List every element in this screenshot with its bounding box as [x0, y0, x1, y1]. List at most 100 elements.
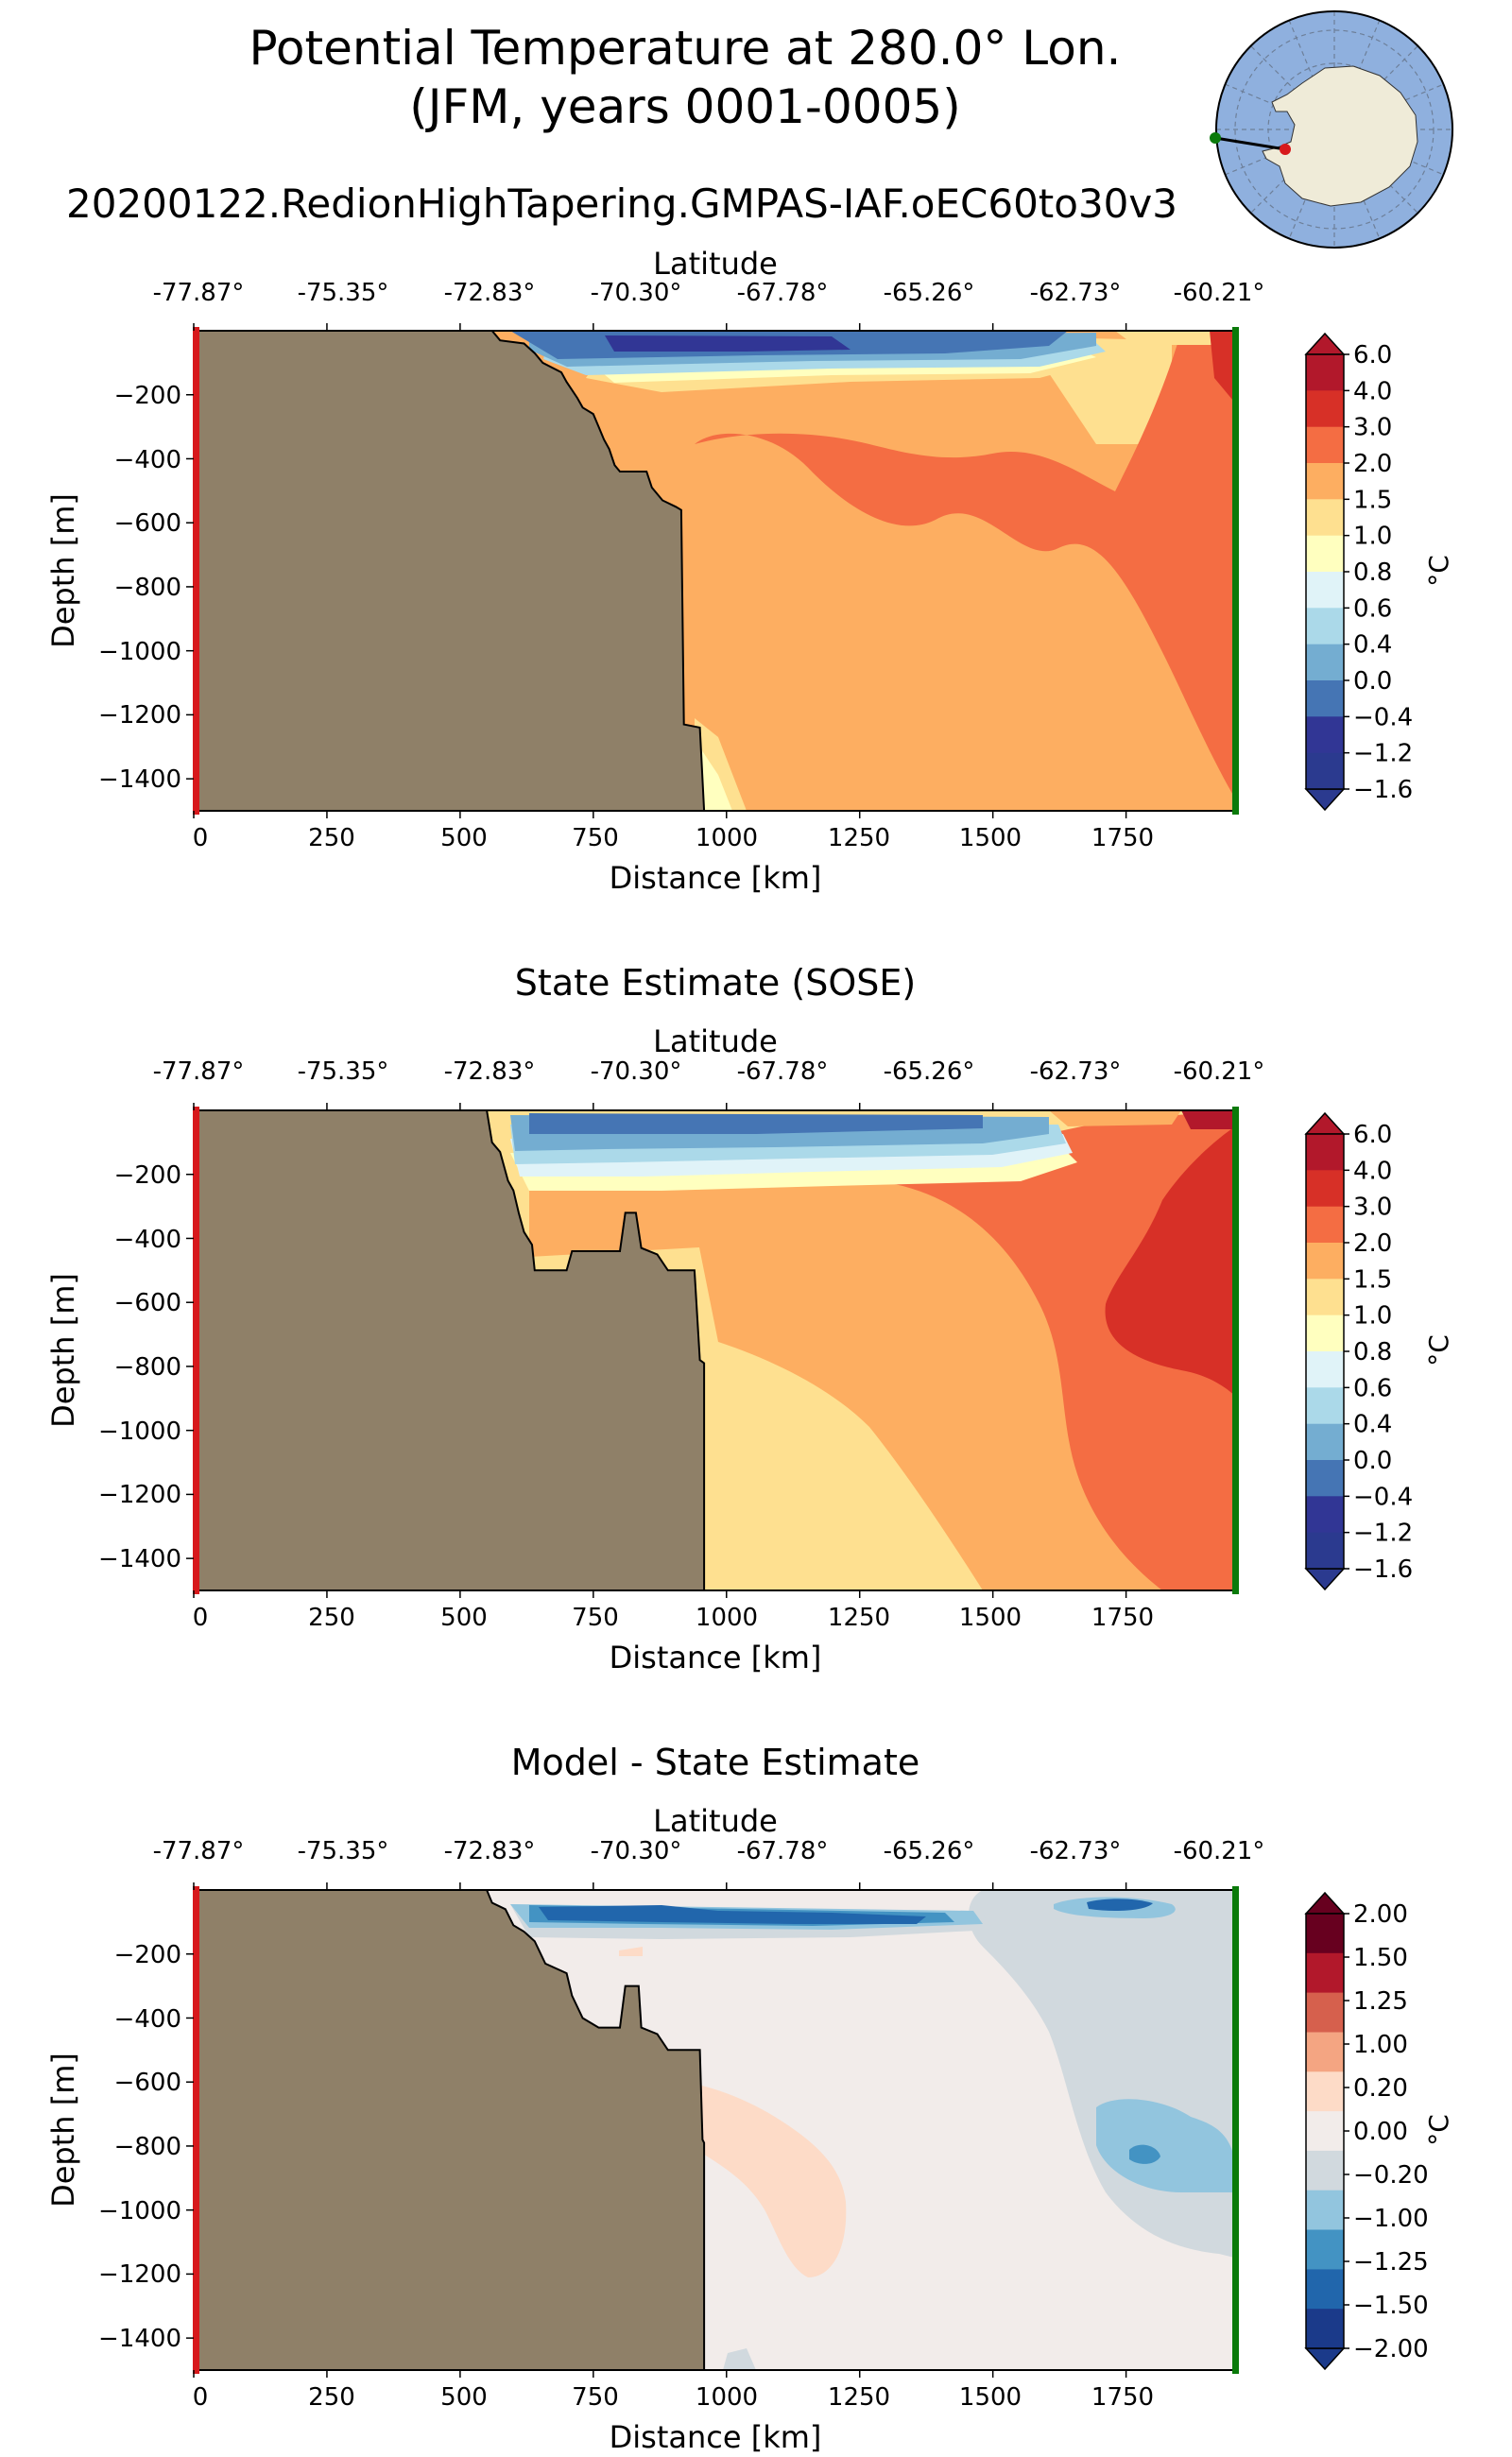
colorbar-swatch — [1306, 2150, 1344, 2191]
x-tick: 1750 — [1091, 2383, 1154, 2412]
lat-tick: -67.78° — [737, 1057, 829, 1086]
colorbar-swatch — [1306, 716, 1344, 754]
y-tick: −1400 — [98, 765, 181, 794]
y-tick: −1000 — [98, 2197, 181, 2225]
y-tick: −800 — [114, 2133, 181, 2161]
colorbar-extend-max — [1304, 332, 1346, 355]
panel-title: Model - State Estimate — [511, 1742, 919, 1783]
land-mask — [193, 1109, 706, 1591]
colorbar-label: °C — [1423, 1334, 1454, 1366]
x-tick: 1500 — [959, 1604, 1022, 1632]
axis-tick-marks — [186, 1103, 1127, 1598]
colorbar-swatch — [1306, 2229, 1344, 2270]
axis-tick-marks — [186, 1882, 1127, 2378]
figure-title: Potential Temperature at 280.0° Lon. — [249, 21, 1122, 76]
lat-tick: -60.21° — [1174, 1057, 1265, 1086]
x-tick: 250 — [308, 2383, 355, 2412]
y-tick: −1000 — [98, 1418, 181, 1446]
colorbar-tick-label: −1.50 — [1353, 2292, 1429, 2320]
lat-tick: -67.78° — [737, 1837, 829, 1865]
y-tick: −1000 — [98, 638, 181, 666]
x-tick: 500 — [440, 824, 488, 852]
colorbar-swatch — [1306, 1243, 1344, 1280]
y-tick: −1400 — [98, 1545, 181, 1573]
lat-tick: -72.83° — [444, 279, 536, 307]
y-tick: −400 — [114, 446, 181, 474]
colorbar-swatch — [1306, 2269, 1344, 2310]
section-start-marker — [193, 1107, 199, 1594]
lat-tick: -65.26° — [884, 1057, 975, 1086]
colorbar-swatch — [1306, 1170, 1344, 1208]
section-end-marker — [1232, 1107, 1239, 1594]
colorbar-tick-label: −0.4 — [1353, 703, 1413, 731]
colorbar-swatch — [1306, 426, 1344, 464]
colorbar-swatch — [1306, 2190, 1344, 2231]
lat-tick: -75.35° — [298, 1837, 389, 1865]
colorbar-tick-label: −1.6 — [1353, 776, 1413, 804]
land-mask — [193, 330, 706, 812]
colorbar-swatch — [1306, 680, 1344, 717]
colorbar-extend-min — [1304, 2347, 1346, 2371]
x-tick: 0 — [193, 1604, 209, 1632]
colorbar-swatch — [1306, 2111, 1344, 2152]
x-tick: 750 — [572, 1604, 619, 1632]
colorbar-tick-label: 0.4 — [1353, 1411, 1392, 1439]
x-tick: 250 — [308, 824, 355, 852]
colorbar-tick-label: 0.0 — [1353, 667, 1392, 696]
colorbar-tick-label: −1.6 — [1353, 1555, 1413, 1584]
x-tick: 500 — [440, 1604, 488, 1632]
y-tick: −800 — [114, 574, 181, 602]
colorbar-tick-label: 0.00 — [1353, 2118, 1408, 2146]
x-axis-label: Distance [km] — [610, 860, 822, 896]
land-mask — [193, 1889, 706, 2371]
figure-subtitle: (JFM, years 0001-0005) — [409, 79, 960, 134]
y-tick: −400 — [114, 1226, 181, 1254]
colorbar-tick-label: −1.25 — [1353, 2248, 1429, 2277]
lat-tick-labels: -77.87° -75.35° -72.83° -70.30° -67.78° … — [153, 279, 1265, 307]
y-axis-label: Depth [m] — [45, 1273, 81, 1428]
lat-tick: -62.73° — [1030, 279, 1122, 307]
lat-tick: -65.26° — [884, 1837, 975, 1865]
colorbar-extend-min — [1304, 1568, 1346, 1591]
lat-tick: -67.78° — [737, 279, 829, 307]
transect-line — [1214, 136, 1286, 151]
x-tick: 500 — [440, 2383, 488, 2412]
colorbar-tick-label: 1.25 — [1353, 1987, 1408, 2016]
y-tick: −600 — [114, 509, 181, 538]
colorbar-swatch — [1306, 1206, 1344, 1244]
x-tick: 750 — [572, 824, 619, 852]
colorbar-swatch — [1306, 1423, 1344, 1461]
colorbar-tick-label: 0.6 — [1353, 1374, 1392, 1402]
lat-tick: -77.87° — [153, 279, 245, 307]
x-tick: 1250 — [828, 824, 890, 852]
colorbar-extend-min — [1304, 788, 1346, 812]
colorbar-tick-label: 3.0 — [1353, 1194, 1392, 1222]
y-tick-labels: −200 −400 −600 −800 −1000 −1200 −1400 — [98, 1161, 181, 1573]
colorbar-tick-label: 1.00 — [1353, 2031, 1408, 2059]
y-tick: −600 — [114, 2069, 181, 2097]
colorbar-tick-label: 1.50 — [1353, 1944, 1408, 1972]
y-tick: −200 — [114, 1941, 181, 1969]
colorbar-extend-max — [1304, 1111, 1346, 1135]
colorbar-tick-label: 6.0 — [1353, 1121, 1392, 1149]
colorbar-swatch — [1306, 1387, 1344, 1425]
lat-tick: -70.30° — [591, 279, 682, 307]
colorbar-tick-label: 4.0 — [1353, 1157, 1392, 1185]
colorbar-swatch — [1306, 752, 1344, 790]
section-end-marker — [1232, 327, 1239, 815]
colorbar-swatch — [1306, 1532, 1344, 1570]
panel-sose: State Estimate (SOSE) Latitude -77.87° -… — [45, 962, 1454, 1675]
y-tick: −400 — [114, 2005, 181, 2034]
colorbar-tick-label: 2.00 — [1353, 1900, 1408, 1929]
colorbar-swatch — [1306, 1279, 1344, 1316]
x-tick: 1000 — [696, 2383, 758, 2412]
colorbar-tick-label: 0.8 — [1353, 558, 1392, 587]
lat-tick: -77.87° — [153, 1057, 245, 1086]
x-tick: 1250 — [828, 1604, 890, 1632]
x-tick: 1750 — [1091, 824, 1154, 852]
colorbar-swatch — [1306, 1952, 1344, 1994]
colorbar-swatch — [1306, 1314, 1344, 1352]
y-tick-labels: −200 −400 −600 −800 −1000 −1200 −1400 — [98, 382, 181, 794]
colorbar-tick-label: −1.2 — [1353, 740, 1413, 768]
